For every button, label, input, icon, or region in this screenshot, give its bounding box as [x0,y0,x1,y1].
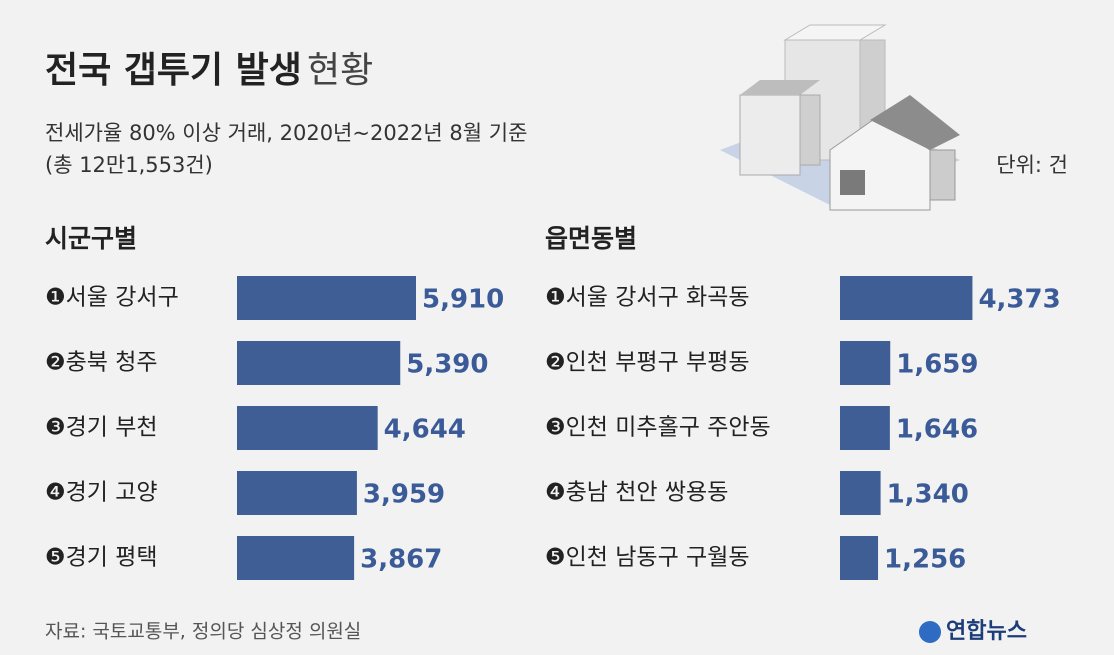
unit: 단위: 건 [996,153,1068,177]
category-label: ❷인천 부평구 부평동 [545,350,750,376]
value-label: 1,340 [887,480,969,510]
section-title: 시군구별 [45,224,137,253]
category-label: ❶서울 강서구 화곡동 [545,285,750,311]
section-title: 읍면동별 [545,224,637,253]
category-label: ❸인천 미추홀구 주안동 [545,415,771,441]
value-label: 5,390 [406,350,488,380]
value-label: 1,256 [884,545,966,575]
title-bold: 전국 갭투기 발생 [45,50,302,91]
subtitle: 전세가율 80% 이상 거래, 2020년~2022년 8월 기준 [45,121,527,145]
bar [840,276,973,320]
bar [237,341,401,385]
value-label: 1,659 [896,350,978,380]
category-label: ❸경기 부천 [45,415,158,441]
category-label: ❷충북 청주 [45,350,158,376]
category-label: ❹충남 천안 쌍용동 [545,480,728,506]
subtitle-total: (총 12만1,553건) [45,153,213,177]
bar [237,536,355,580]
bar [840,536,879,580]
bar [840,341,891,385]
value-label: 4,373 [978,285,1060,315]
bar [840,406,890,450]
value-label: 4,644 [384,415,466,445]
logo: 연합뉴스 [946,618,1027,644]
category-label: ❹경기 고양 [45,480,158,506]
category-label: ❺경기 평택 [45,545,158,571]
value-label: 3,959 [363,480,445,510]
bar [840,471,881,515]
title: 전국 갭투기 발생 현황 [45,50,373,91]
logo-icon [919,621,941,643]
bar [237,471,357,515]
illustration [720,24,960,211]
value-label: 3,867 [360,545,442,575]
category-label: ❶서울 강서구 [45,285,179,311]
bar [237,406,378,450]
value-label: 5,910 [422,285,504,315]
category-label: ❺인천 남동구 구월동 [545,545,750,571]
value-label: 1,646 [896,415,978,445]
bar [237,276,416,320]
source: 자료: 국토교통부, 정의당 심상정 의원실 [45,621,361,643]
title-light: 현황 [307,50,373,91]
